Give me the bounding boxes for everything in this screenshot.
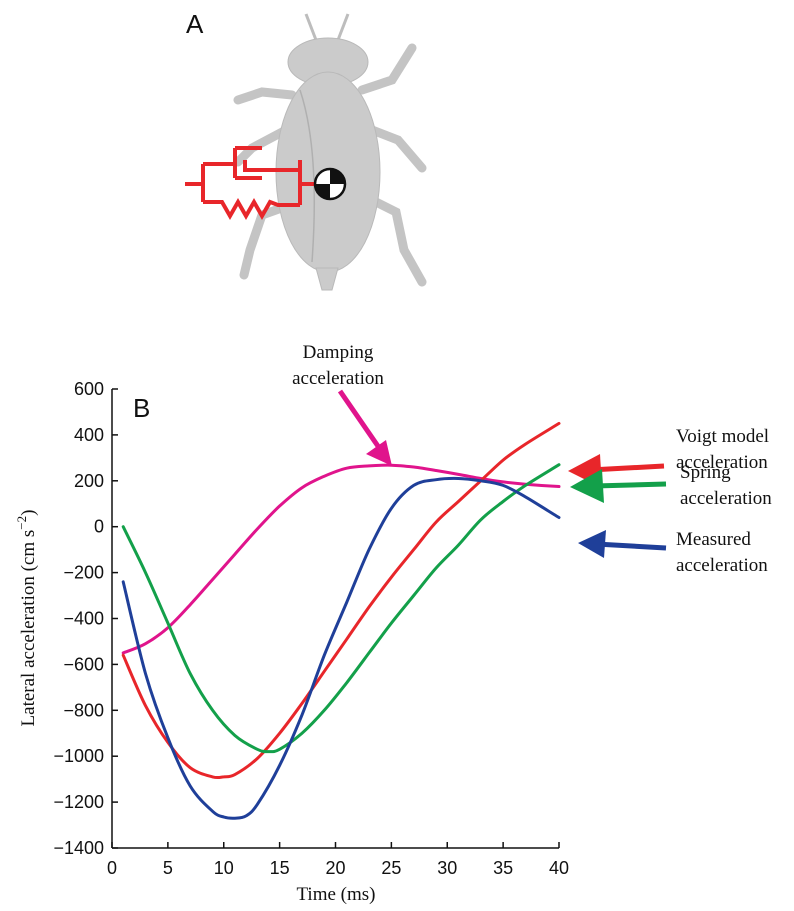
x-tick-label: 0: [107, 858, 117, 878]
y-tick-label: 600: [74, 379, 104, 399]
y-axis-label-close: ): [18, 510, 39, 516]
y-tick-label: −1000: [53, 746, 104, 766]
y-tick-label: −400: [63, 609, 104, 629]
series-line-measured: [121, 476, 561, 820]
x-tick-label: 5: [163, 858, 173, 878]
x-tick-label: 35: [493, 858, 513, 878]
x-tick-label: 20: [325, 858, 345, 878]
panel-a: A: [185, 9, 427, 291]
x-tick-label: 25: [381, 858, 401, 878]
panel-a-label: A: [186, 9, 204, 39]
voigt-model-diagram: [185, 146, 320, 221]
series-layer: [121, 421, 561, 820]
voigt-annotation-line2: acceleration: [676, 452, 768, 473]
measured-annotation-line1: Measured: [676, 529, 751, 550]
series-line-voigt: [121, 421, 561, 780]
x-ticks: 0 5 10 15 20 25 30 35 40: [107, 842, 569, 878]
cockroach-illustration: [233, 13, 427, 291]
y-tick-label: 200: [74, 471, 104, 491]
x-tick-label: 40: [549, 858, 569, 878]
panel-b: B −1400−1200−1000−800−600−400−2000200400…: [14, 342, 772, 905]
measured-annotation-line2: acceleration: [676, 555, 768, 576]
y-tick-label: −600: [63, 654, 104, 674]
y-tick-label: −800: [63, 700, 104, 720]
measured-arrow-icon: [595, 541, 667, 551]
damping-annotation-line2: acceleration: [292, 368, 384, 389]
y-tick-label: −1400: [53, 838, 104, 858]
spring-arrow-icon: [593, 481, 667, 489]
damping-arrow-icon: [337, 389, 385, 454]
annotation-damping: Damping acceleration: [292, 342, 392, 466]
damping-annotation-line1: Damping: [303, 342, 374, 363]
y-tick-label: 400: [74, 425, 104, 445]
annotation-spring: Spring acceleration: [570, 462, 772, 509]
x-axis-label: Time (ms): [296, 884, 375, 905]
center-of-mass-icon: [313, 167, 347, 201]
y-tick-label: −1200: [53, 792, 104, 812]
spring-annotation-line1: Spring: [680, 462, 731, 483]
panel-b-label: B: [133, 393, 150, 423]
y-axis-label-main: Lateral acceleration (cm s: [18, 530, 39, 727]
y-ticks: −1400 −1200 −1000 −800 −600 −400 −200 0 200 400 60…: [53, 379, 118, 858]
y-tick-label: 0: [94, 517, 104, 537]
spring-annotation-line2: acceleration: [680, 488, 772, 509]
x-tick-label: 10: [214, 858, 234, 878]
y-tick-label: −200: [63, 563, 104, 583]
x-tick-label: 15: [270, 858, 290, 878]
y-axis-label-sup: −2: [14, 516, 29, 530]
annotation-measured: Measured acceleration: [578, 529, 768, 576]
voigt-arrow-icon: [589, 463, 665, 473]
series-line-damping: [121, 463, 561, 655]
x-tick-label: 30: [437, 858, 457, 878]
series-line-spring: [121, 463, 561, 754]
voigt-annotation-line1: Voigt model: [676, 426, 769, 447]
y-axis-label: Lateral acceleration (cm s−2): [14, 510, 39, 727]
